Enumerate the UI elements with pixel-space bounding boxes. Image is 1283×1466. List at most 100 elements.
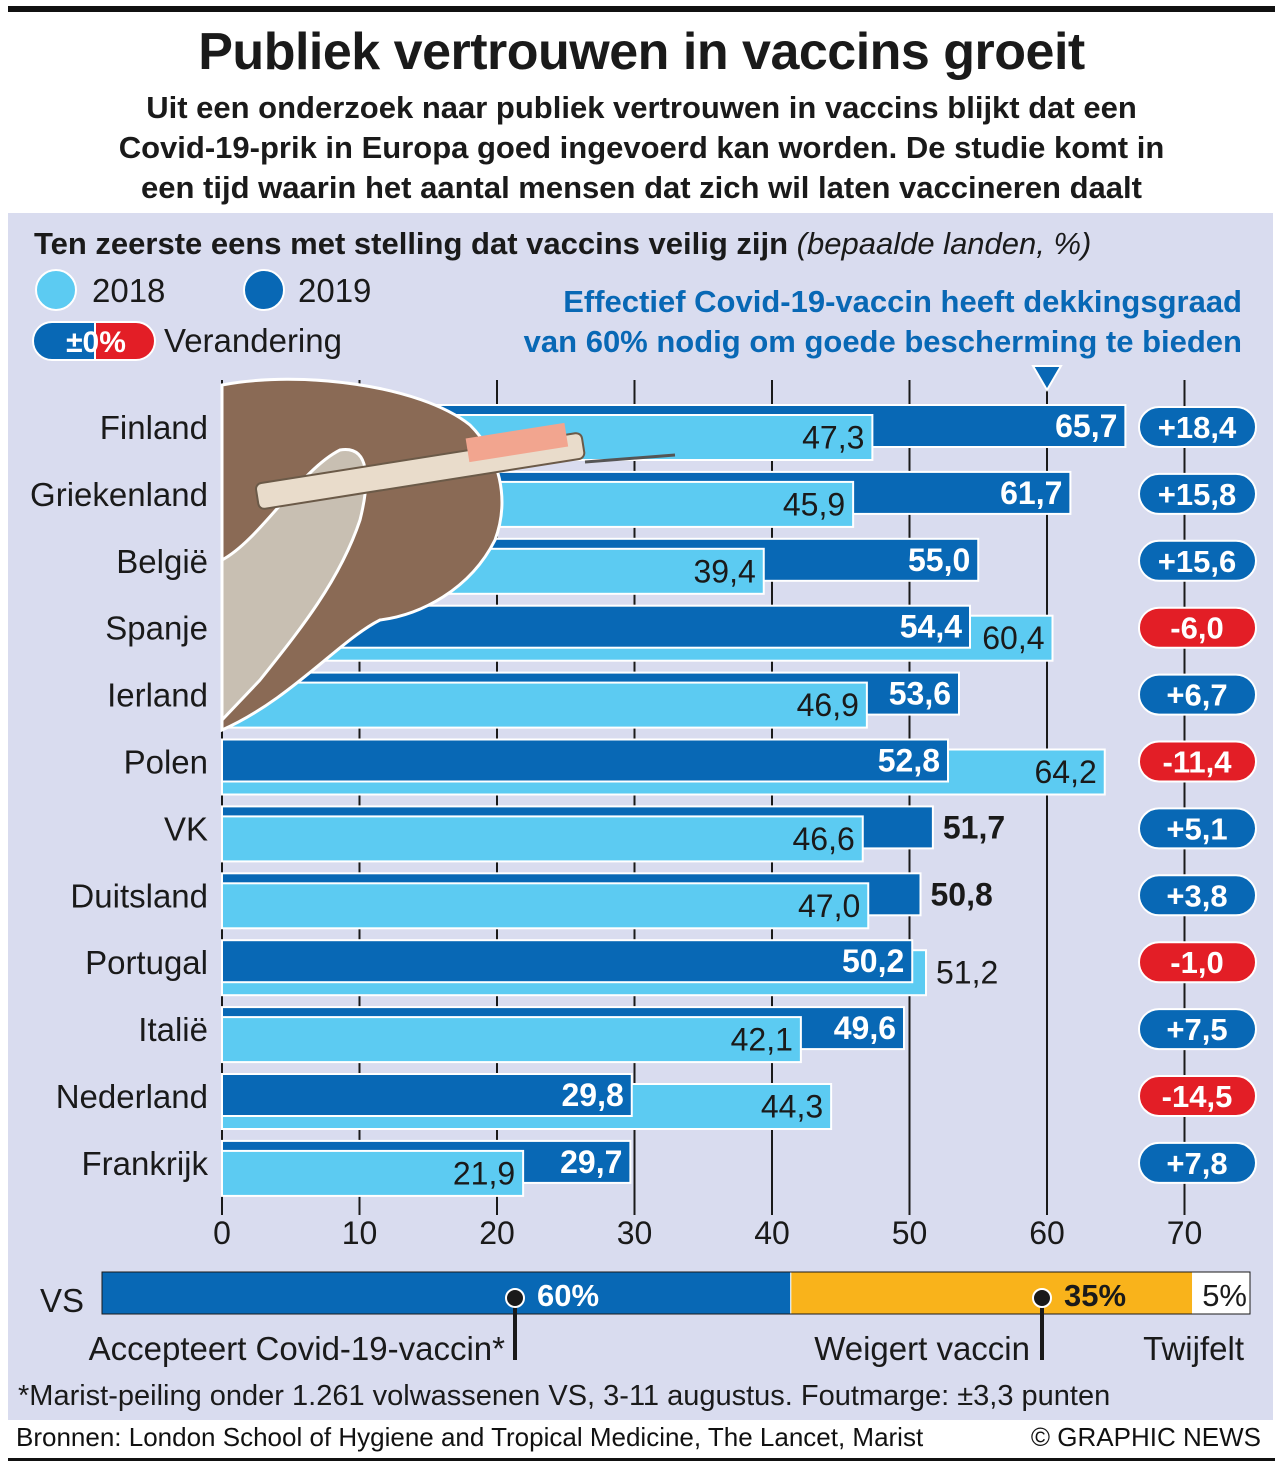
change-label: +18,4 (1158, 410, 1237, 445)
data-label-2018: 39,4 (693, 553, 755, 589)
change-pill (1138, 1075, 1257, 1117)
pointer-dot-icon (505, 1288, 525, 1308)
subtitle-line: Uit een onderzoek naar publiek vertrouwe… (146, 90, 1137, 125)
annotation-line: van 60% nodig om goede bescherming te bi… (524, 324, 1242, 359)
data-label-2018: 46,9 (797, 687, 859, 723)
us-value: 5% (1202, 1278, 1247, 1313)
change-pill (1138, 941, 1257, 984)
bar-2018 (221, 1016, 802, 1064)
change-label: +6,7 (1166, 678, 1227, 713)
category-label: Portugal (85, 944, 208, 981)
data-label-2019: 52,8 (878, 743, 940, 779)
bottom-rule (8, 1458, 1275, 1461)
category-label: Italië (138, 1011, 208, 1048)
data-label-2019: 50,8 (931, 876, 993, 912)
x-tick-label: 40 (754, 1215, 790, 1251)
change-label: -14,5 (1162, 1079, 1233, 1114)
x-tick-label: 70 (1167, 1215, 1203, 1251)
data-label-2019: 55,0 (908, 542, 970, 578)
bar-2019 (221, 939, 914, 984)
us-value: 60% (537, 1278, 599, 1313)
bar-2018 (221, 882, 870, 930)
data-label-2019: 49,6 (834, 1010, 896, 1046)
pointer-dot-icon (1032, 1288, 1052, 1308)
data-label-2018: 64,2 (1034, 754, 1096, 790)
bar-2018 (221, 681, 868, 729)
data-label-2019: 65,7 (1055, 408, 1117, 444)
data-label-2018: 60,4 (982, 620, 1044, 656)
legend-2019-swatch (243, 269, 285, 311)
change-pill (1138, 874, 1257, 917)
hand-syringe-illustration (220, 377, 676, 733)
data-label-2018: 44,3 (761, 1089, 823, 1125)
threshold-marker-icon (1031, 365, 1063, 392)
us-value: 35% (1064, 1278, 1126, 1313)
bar-2019 (221, 1073, 633, 1117)
data-label-2018: 47,3 (802, 420, 864, 456)
x-tick-label: 50 (892, 1215, 928, 1251)
bar-2018 (221, 1149, 525, 1197)
x-tick-label: 30 (617, 1215, 653, 1251)
data-label-2019: 54,4 (900, 609, 962, 645)
data-label-2018: 42,1 (731, 1022, 793, 1058)
category-label: Nederland (56, 1078, 208, 1115)
page-title: Publiek vertrouwen in vaccins groeit (198, 23, 1085, 81)
us-segment-label: Twijfelt (1143, 1330, 1244, 1367)
change-label: +7,5 (1166, 1012, 1227, 1047)
data-label-2018: 46,6 (792, 821, 854, 857)
legend-2018-swatch (35, 269, 77, 311)
us-bar-outline (101, 1271, 1251, 1315)
data-label-2018: 45,9 (783, 486, 845, 522)
data-label-2018: 51,2 (936, 955, 998, 991)
data-label-2019: 29,7 (560, 1144, 622, 1180)
category-label: Griekenland (30, 476, 208, 513)
credit: © GRAPHIC NEWS (1030, 1422, 1261, 1452)
data-label-2019: 50,2 (842, 943, 904, 979)
change-label: +15,8 (1158, 477, 1236, 512)
x-tick-label: 0 (213, 1215, 231, 1251)
change-pill (1138, 472, 1257, 515)
x-tick-label: 60 (1029, 1215, 1065, 1251)
us-label: VS (40, 1282, 84, 1319)
subtitle-line: een tijd waarin het aantal mensen dat zi… (141, 170, 1142, 205)
data-label-2019: 29,8 (561, 1077, 623, 1113)
category-label: Polen (124, 744, 208, 781)
bar-2018 (221, 815, 864, 863)
us-segment-label: Weigert vaccin (814, 1330, 1030, 1367)
category-label: Finland (100, 409, 208, 446)
data-label-2019: 51,7 (943, 809, 1005, 845)
subtitle-line: Covid-19-prik in Europa goed ingevoerd k… (118, 130, 1165, 165)
data-label-2019: 53,6 (889, 676, 951, 712)
data-label-2018: 47,0 (798, 888, 860, 924)
legend-2019-label: 2019 (298, 272, 371, 309)
chart-title: Ten zeerste eens met stelling dat vaccin… (34, 226, 1091, 261)
change-label: +15,6 (1158, 544, 1236, 579)
change-pill (1138, 1141, 1257, 1184)
x-tick-label: 10 (342, 1215, 378, 1251)
x-tick-label: 20 (479, 1215, 515, 1251)
legend-change-label: Verandering (164, 322, 342, 359)
sources: Bronnen: London School of Hygiene and Tr… (16, 1422, 924, 1452)
legend-change-sample: ±0% (66, 326, 126, 359)
change-pill (1138, 539, 1257, 582)
change-pill (1138, 807, 1257, 850)
top-rule (8, 6, 1275, 12)
change-pill (1138, 1008, 1257, 1051)
change-label: +5,1 (1166, 811, 1227, 846)
change-pill (1138, 606, 1257, 649)
legend-2018-label: 2018 (92, 272, 165, 309)
legend-change-pill: ±0% (32, 321, 156, 361)
us-segment (790, 1271, 1194, 1315)
category-label: Frankrijk (81, 1145, 208, 1182)
data-label-2018: 21,9 (453, 1155, 515, 1191)
footnote: *Marist-peiling onder 1.261 volwassenen … (18, 1380, 1110, 1412)
category-label: Ierland (107, 677, 208, 714)
category-label: België (116, 543, 208, 580)
category-label: Spanje (105, 610, 208, 647)
category-label: VK (164, 810, 208, 847)
subtitle: Uit een onderzoek naar publiek vertrouwe… (20, 88, 1263, 208)
change-label: -11,4 (1163, 745, 1233, 780)
us-segment-label: Accepteert Covid-19-vaccin* (89, 1330, 506, 1367)
